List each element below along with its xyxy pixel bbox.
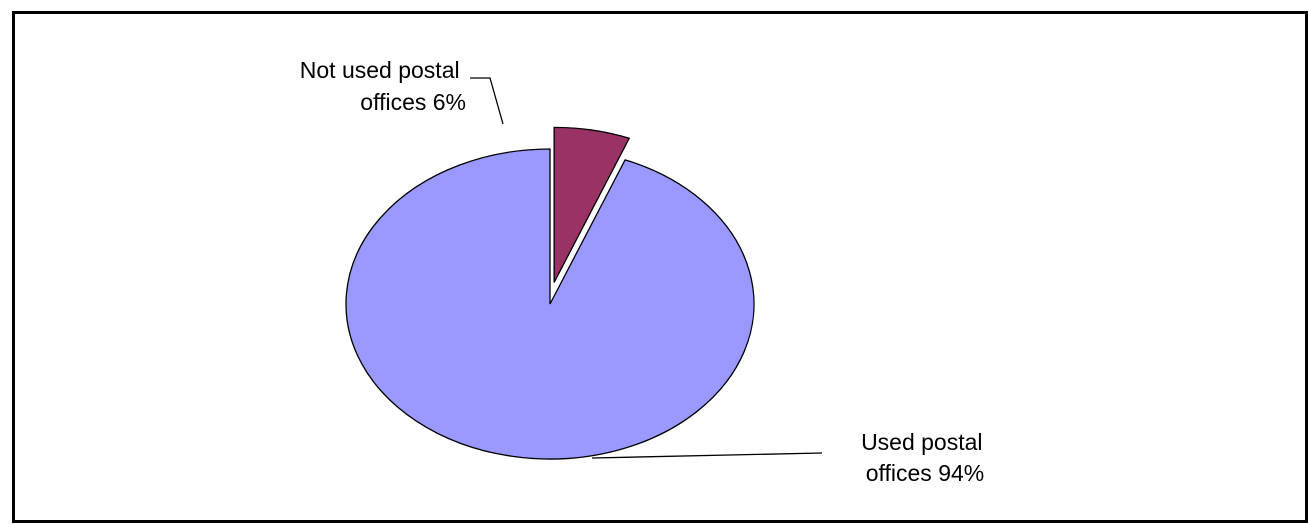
pie-slices: [345, 126, 755, 460]
slice-label-not-used-line-1: Not used postal: [300, 57, 460, 83]
slice-label-used-line-1: Used postal: [861, 429, 982, 455]
slice-label-not-used-line-2: offices 6%: [360, 89, 466, 115]
leader-line-not-used: [470, 77, 504, 125]
slice-label-used-line-2: offices 94%: [866, 460, 984, 486]
pie-slice-used: [345, 148, 755, 460]
pie-slice-not-used: [553, 126, 631, 283]
slice-label-used: Used postal offices 94%: [861, 429, 989, 486]
leader-lines: [470, 77, 823, 459]
leader-line-used: [591, 452, 823, 459]
slice-label-not-used: Not used postal offices 6%: [300, 57, 466, 115]
